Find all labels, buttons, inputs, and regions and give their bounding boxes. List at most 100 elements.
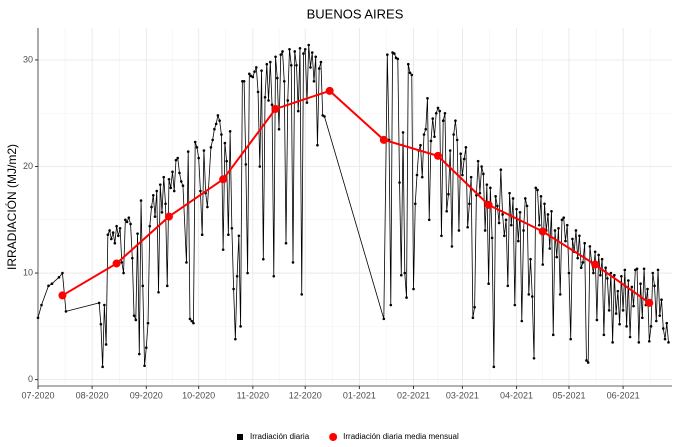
data-point	[426, 97, 429, 100]
data-point	[611, 341, 614, 344]
x-tick-label: 01-2021	[343, 390, 376, 400]
data-point	[660, 298, 663, 301]
data-point	[597, 253, 600, 257]
data-point	[628, 335, 632, 339]
data-point	[406, 62, 410, 66]
data-point	[595, 318, 599, 322]
y-tick-label: 10	[23, 267, 33, 277]
legend-label: Irradiación diaria	[250, 432, 310, 441]
data-point	[61, 271, 64, 275]
data-point	[188, 317, 192, 321]
data-point	[440, 234, 443, 238]
data-point	[593, 250, 597, 254]
x-tick-label: 06-2021	[607, 390, 640, 400]
data-point	[614, 312, 618, 315]
data-point	[298, 46, 302, 50]
data-point	[553, 229, 557, 232]
data-point	[529, 257, 532, 261]
data-point	[206, 205, 209, 209]
data-point	[520, 319, 524, 323]
data-point	[325, 86, 334, 95]
data-point	[562, 216, 566, 219]
data-point	[658, 314, 662, 317]
data-point	[478, 191, 482, 195]
data-point	[160, 211, 164, 214]
data-point	[401, 131, 405, 134]
data-point	[239, 325, 242, 328]
grid: 07-2020 08-2020 09-2020 10-2020 11-2020 12-20…	[21, 28, 672, 400]
data-point	[564, 239, 567, 243]
data-point	[143, 364, 146, 368]
data-point	[536, 188, 539, 192]
data-point	[120, 261, 124, 264]
data-point	[431, 117, 435, 120]
data-point	[253, 70, 256, 73]
data-point	[141, 284, 145, 288]
data-point	[663, 337, 667, 341]
data-point	[295, 63, 298, 67]
data-point	[473, 305, 476, 309]
data-point	[515, 207, 518, 211]
data-point	[447, 192, 450, 196]
data-point	[218, 119, 221, 122]
data-point	[131, 256, 134, 260]
x-tick-label: 12-2020	[289, 390, 322, 400]
data-point	[262, 257, 265, 261]
data-point	[532, 356, 536, 360]
data-point	[632, 304, 635, 308]
data-point	[97, 301, 101, 305]
data-point	[167, 177, 171, 181]
data-point	[433, 135, 436, 138]
x-tick-label: 04-2021	[500, 390, 533, 400]
data-point	[279, 53, 283, 56]
data-point	[230, 227, 234, 230]
data-point	[305, 101, 309, 104]
data-point	[560, 218, 564, 222]
data-point	[523, 197, 527, 200]
data-point	[314, 55, 318, 59]
data-point	[293, 50, 297, 53]
data-point	[579, 266, 583, 270]
data-point	[200, 233, 204, 237]
data-point	[424, 127, 428, 131]
data-point	[571, 237, 574, 241]
data-point	[263, 95, 267, 99]
data-point	[219, 175, 228, 184]
data-point	[389, 303, 393, 307]
data-point	[125, 220, 129, 224]
data-point	[457, 229, 461, 232]
data-point	[124, 218, 127, 222]
data-point	[153, 215, 157, 218]
data-point	[267, 99, 270, 102]
data-point	[246, 271, 249, 275]
data-point	[227, 233, 230, 237]
data-point	[300, 293, 304, 296]
data-point	[466, 225, 469, 229]
data-point	[265, 62, 269, 66]
data-point	[588, 245, 592, 248]
data-point	[434, 111, 438, 115]
data-point	[476, 159, 480, 163]
data-point	[543, 202, 546, 206]
data-point	[232, 287, 235, 291]
data-point	[216, 114, 220, 117]
data-point	[193, 140, 197, 144]
data-point	[448, 149, 452, 152]
data-point	[122, 271, 125, 275]
data-point	[284, 241, 288, 245]
data-point	[649, 325, 653, 328]
data-point	[251, 75, 255, 79]
data-point	[454, 119, 457, 122]
legend-swatch	[329, 433, 338, 441]
data-point	[429, 139, 433, 143]
data-point	[471, 316, 475, 320]
x-tick-label: 09-2020	[130, 390, 163, 400]
data-point	[379, 135, 388, 144]
data-point	[647, 339, 651, 343]
data-point	[438, 109, 442, 113]
data-point	[382, 317, 386, 321]
data-point	[513, 303, 517, 307]
data-point	[148, 224, 152, 228]
data-point	[164, 212, 173, 221]
data-point	[228, 130, 232, 133]
